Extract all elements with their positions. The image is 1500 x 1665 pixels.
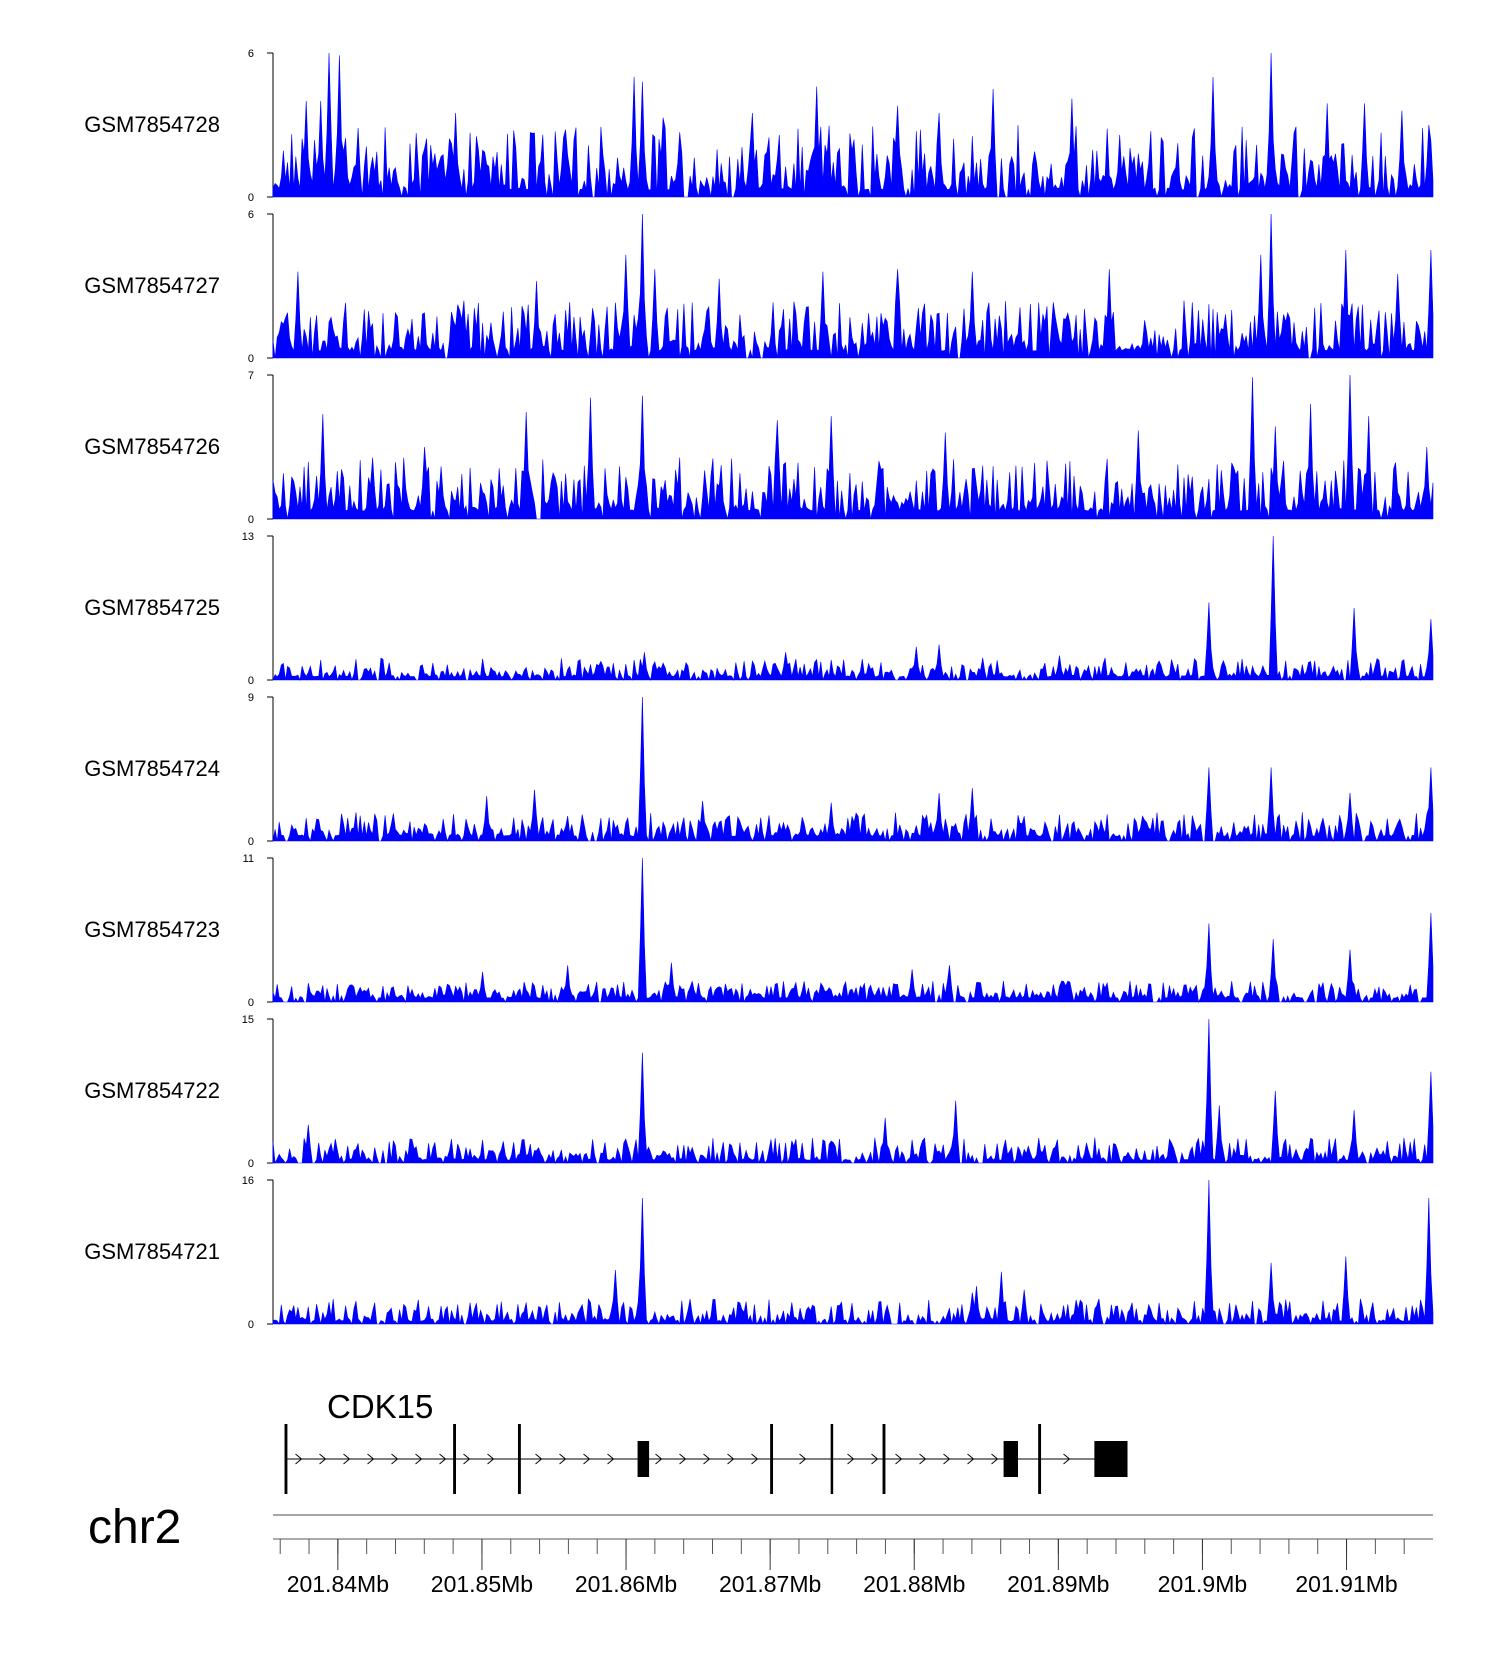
strand-arrow	[295, 1453, 303, 1465]
x-axis-tick-label: 201.91Mb	[1295, 1571, 1397, 1597]
gene-exon	[770, 1424, 774, 1494]
gene-exon	[517, 1424, 521, 1494]
strand-arrow	[871, 1453, 879, 1465]
strand-arrow	[391, 1453, 399, 1465]
gene-exon	[882, 1424, 886, 1494]
strand-arrow	[343, 1453, 351, 1465]
strand-arrow	[463, 1453, 471, 1465]
y-axis-min-label: 0	[248, 353, 254, 365]
track-label: GSM7854723	[84, 917, 220, 942]
y-axis-max-label: 11	[243, 853, 254, 865]
strand-arrow	[679, 1453, 687, 1465]
strand-arrow	[847, 1453, 855, 1465]
track-label: GSM7854724	[84, 756, 220, 781]
strand-arrow	[991, 1453, 999, 1465]
coverage-area	[272, 1018, 1434, 1165]
gene-name-label: CDK15	[327, 1388, 434, 1425]
track-label: GSM7854727	[84, 273, 220, 298]
strand-arrow	[895, 1453, 903, 1465]
y-axis-max-label: 7	[248, 370, 254, 382]
coverage-area	[272, 857, 1434, 1004]
strand-arrow	[751, 1453, 759, 1465]
x-axis-tick-label: 201.9Mb	[1158, 1571, 1248, 1597]
x-axis-tick-label: 201.88Mb	[863, 1571, 965, 1597]
strand-arrow	[583, 1453, 591, 1465]
y-axis-min-label: 0	[248, 1158, 254, 1170]
x-axis-tick-label: 201.85Mb	[431, 1571, 533, 1597]
gene-exon	[637, 1441, 650, 1477]
coverage-area	[272, 374, 1434, 520]
y-axis-min-label: 0	[248, 192, 254, 204]
strand-arrow	[319, 1453, 327, 1465]
gene-exon	[284, 1424, 288, 1494]
gene-exon	[453, 1424, 457, 1494]
strand-arrow	[919, 1453, 927, 1465]
x-axis-tick-label: 201.87Mb	[719, 1571, 821, 1597]
track-label: GSM7854726	[84, 434, 220, 459]
y-axis-max-label: 13	[242, 531, 254, 543]
track-label: GSM7854725	[84, 595, 220, 620]
coverage-area	[272, 52, 1434, 199]
chromosome-label: chr2	[88, 1501, 182, 1554]
strand-arrow	[943, 1453, 951, 1465]
x-axis-tick-label: 201.84Mb	[287, 1571, 389, 1597]
y-axis-min-label: 0	[248, 514, 254, 526]
track-label: GSM7854728	[84, 112, 220, 137]
strand-arrow	[607, 1453, 615, 1465]
track-label: GSM7854722	[84, 1078, 220, 1103]
y-axis-max-label: 6	[248, 209, 254, 221]
y-axis-max-label: 6	[248, 48, 254, 60]
strand-arrow	[415, 1453, 423, 1465]
y-axis-max-label: 9	[248, 692, 254, 704]
y-axis-min-label: 0	[248, 836, 254, 848]
x-axis-tick-label: 201.89Mb	[1007, 1571, 1109, 1597]
strand-arrow	[655, 1453, 663, 1465]
y-axis-min-label: 0	[248, 997, 254, 1009]
strand-arrow	[559, 1453, 567, 1465]
strand-arrow	[703, 1453, 711, 1465]
coverage-area	[272, 696, 1434, 843]
track-label: GSM7854721	[84, 1239, 220, 1264]
gene-exon	[1038, 1424, 1042, 1494]
coverage-area	[272, 535, 1434, 682]
strand-arrow	[439, 1453, 447, 1465]
y-axis-min-label: 0	[248, 675, 254, 687]
strand-arrow	[487, 1453, 495, 1465]
strand-arrow	[1063, 1453, 1071, 1465]
strand-arrow	[967, 1453, 975, 1465]
gene-exon	[830, 1424, 834, 1494]
x-axis-tick-label: 201.86Mb	[575, 1571, 677, 1597]
coverage-area	[272, 1179, 1434, 1326]
strand-arrow	[799, 1453, 807, 1465]
gene-exon	[1003, 1441, 1018, 1477]
coverage-area	[272, 213, 1434, 359]
strand-arrow	[727, 1453, 735, 1465]
y-axis-min-label: 0	[248, 1319, 254, 1331]
strand-arrow	[367, 1453, 375, 1465]
gene-exon	[1094, 1441, 1128, 1477]
y-axis-max-label: 15	[242, 1014, 254, 1026]
strand-arrow	[535, 1453, 543, 1465]
y-axis-max-label: 16	[242, 1175, 254, 1187]
